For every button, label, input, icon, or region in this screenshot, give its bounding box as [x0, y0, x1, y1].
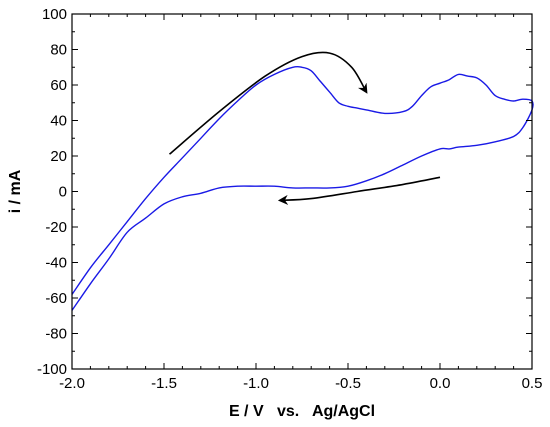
annotation-layer — [168, 51, 441, 205]
y-axis-title: i / mA — [7, 169, 24, 213]
y-tick-label: 60 — [50, 77, 67, 94]
y-tick-label: -20 — [45, 219, 67, 236]
y-axis: -100 -80 -60 -40 -20 0 20 40 60 80 100 — [37, 6, 532, 378]
x-tick-label: 0.0 — [430, 375, 451, 392]
y-tick-label: -80 — [45, 326, 67, 343]
y-tick-label: -40 — [45, 255, 67, 272]
x-axis-title: E / V vs. Ag/AgCl — [229, 403, 375, 420]
x-tick-label: 0.5 — [522, 375, 543, 392]
y-tick-label: -100 — [37, 361, 67, 378]
y-tick-label: -60 — [45, 290, 67, 307]
x-tick-label: -1.5 — [151, 375, 177, 392]
x-tick-label: -1.0 — [243, 375, 269, 392]
y-tick-label: 40 — [50, 113, 67, 130]
y-tick-label: 0 — [59, 184, 67, 201]
series-layer — [71, 65, 534, 311]
y-tick-label: 100 — [42, 6, 67, 23]
reverse-scan-arrow — [277, 176, 441, 205]
forward-scan-arrow — [168, 51, 368, 155]
x-tick-label: -0.5 — [335, 375, 361, 392]
y-tick-label: 20 — [50, 148, 67, 165]
cv-curve-line — [71, 65, 534, 311]
y-tick-label: 80 — [50, 42, 67, 59]
x-tick-label: -2.0 — [59, 375, 85, 392]
x-axis: -2.0 -1.5 -1.0 -0.5 0.0 0.5 — [59, 14, 542, 392]
